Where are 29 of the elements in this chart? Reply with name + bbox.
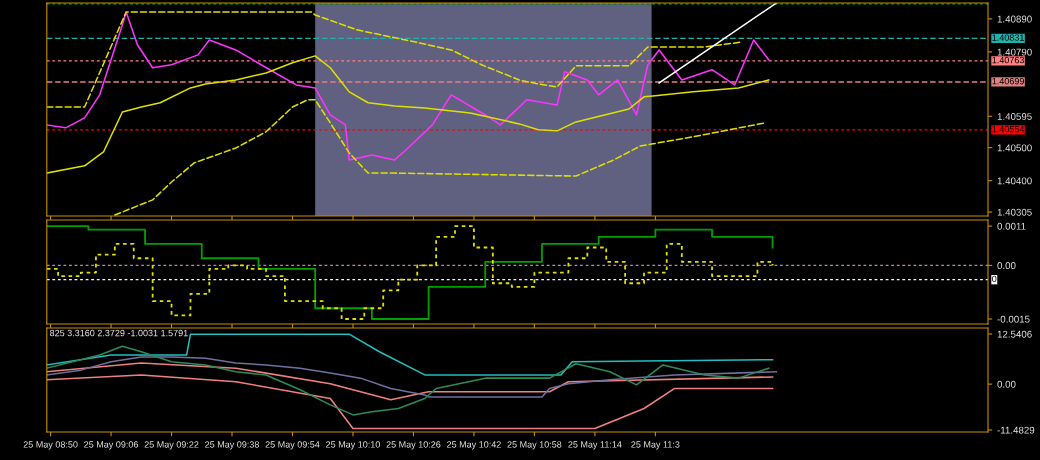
- x-tick-label: 25 May 11:3: [631, 441, 680, 450]
- y-tick-label: 1.40890: [997, 15, 1032, 23]
- x-tick-label: 25 May 08:50: [23, 441, 78, 450]
- y-tick-label: -11.4829: [997, 426, 1035, 434]
- x-tick-label: 25 May 09:38: [205, 441, 259, 450]
- x-tick-label: 25 May 10:58: [507, 441, 562, 450]
- y-tick-label: 1.40400: [997, 177, 1032, 185]
- ref-line-label: 1.40699: [992, 77, 1024, 85]
- y-tick-label: 1.40500: [997, 144, 1032, 152]
- y-tick-label: 1.40595: [997, 113, 1032, 120]
- ref-line-label: 1.40763: [992, 56, 1024, 64]
- y-tick-label: 0.00: [997, 380, 1016, 388]
- x-tick-label: 25 May 11:14: [568, 441, 622, 450]
- annotation: 825 3.3160 2.3729 -1.0031 1.5791: [50, 329, 188, 337]
- ref-line-label: 1.40831: [992, 34, 1024, 41]
- x-tick-label: 25 May 09:22: [144, 441, 199, 450]
- y-tick-label: -0.0015: [997, 315, 1030, 323]
- x-tick-label: 25 May 09:54: [265, 441, 320, 450]
- y-tick-label: 1.40790: [997, 48, 1032, 56]
- ref-line-label: 0: [992, 275, 997, 283]
- ref-line-label: 1.40554: [992, 125, 1025, 133]
- x-tick-label: 25 May 10:10: [326, 441, 380, 450]
- y-tick-label: 0.00: [997, 262, 1016, 270]
- x-tick-label: 25 May 09:06: [84, 441, 139, 450]
- y-tick-label: 12.5406: [997, 330, 1032, 338]
- y-tick-label: 1.40305: [997, 208, 1032, 216]
- x-tick-label: 25 May 10:42: [447, 441, 501, 450]
- x-tick-label: 25 May 10:26: [386, 441, 441, 450]
- y-tick-label: 0.0011: [997, 222, 1026, 230]
